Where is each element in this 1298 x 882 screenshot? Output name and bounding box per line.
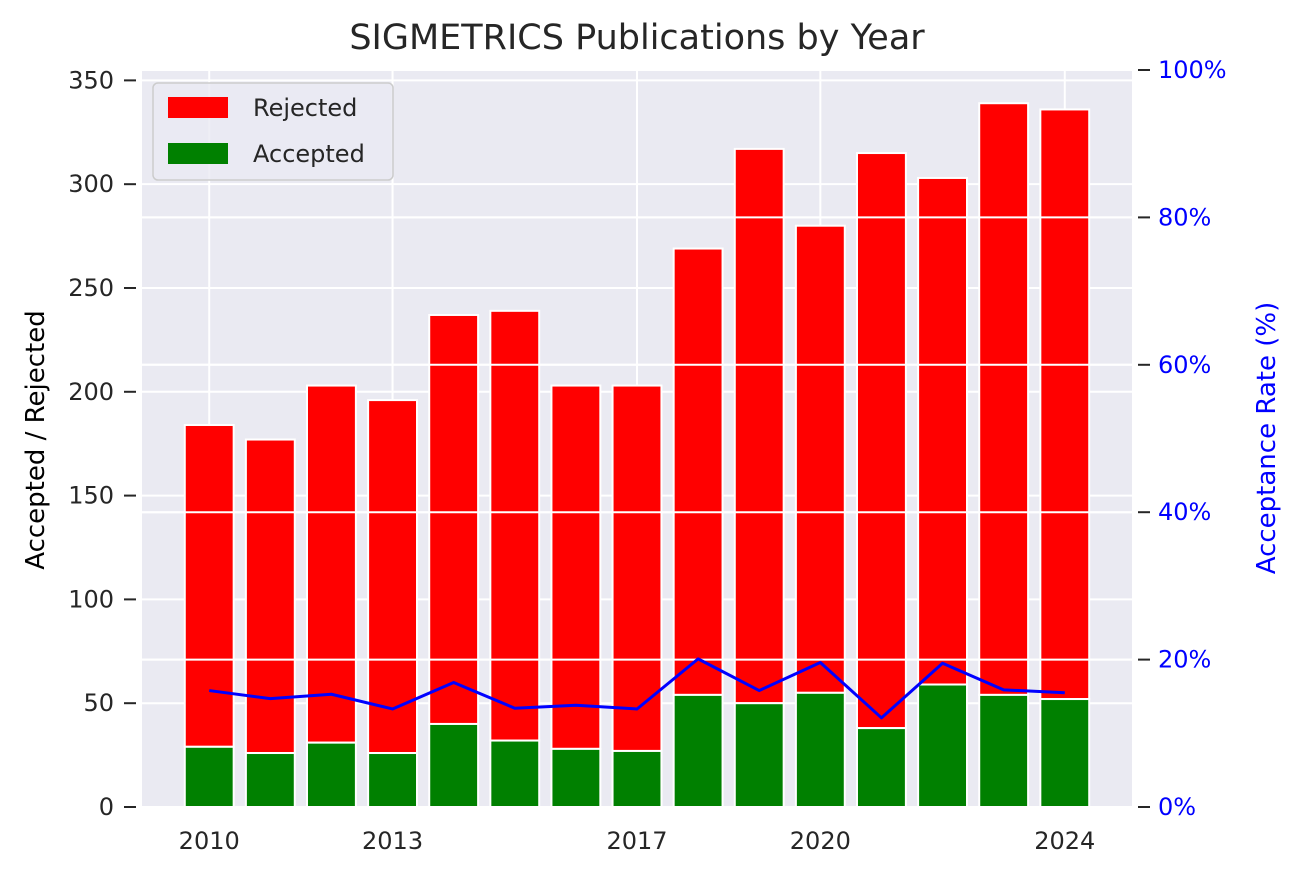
y-tick-label-right: 80% [1158,203,1211,231]
bar-rejected [856,152,907,730]
bar-accepted [611,749,663,808]
bar-rejected [428,313,480,725]
bar-accepted [550,747,602,808]
bar-accepted [428,722,480,809]
bar-rejected [244,438,296,755]
x-tick-label: 2010 [179,827,240,855]
x-tick-label: 2024 [1034,827,1095,855]
bar-rejected [1039,108,1091,701]
y-tick-label-right: 20% [1158,646,1211,674]
plot-area [142,69,1132,809]
bar-accepted [1039,698,1091,808]
y-tick-label-right: 40% [1158,498,1211,526]
bar-rejected [733,147,785,705]
bar-rejected [611,384,663,752]
y-tick-label-right: 60% [1158,351,1211,379]
y-tick-label-right: 100% [1158,56,1227,84]
bar-accepted [489,739,541,809]
bar-accepted [244,752,296,808]
y-tick-label-left: 250 [68,274,114,302]
chart-title: SIGMETRICS Publications by Year [349,18,925,58]
x-tick-label: 2013 [362,827,423,855]
legend-label-rejected: Rejected [253,94,357,122]
legend: Rejected Accepted [152,82,394,181]
y-tick-label-left: 150 [68,482,114,510]
bar-rejected [794,224,846,694]
bar-accepted [917,683,968,809]
x-tick-label: 2020 [790,827,851,855]
bar-rejected [550,384,602,750]
bar-accepted [856,727,907,809]
y-tick-label-left: 0 [99,793,114,821]
y-tick-label-left: 200 [68,378,114,406]
bar-accepted [672,693,724,808]
y-tick-label-right: 0% [1158,793,1196,821]
y-axis-label-right: Acceptance Rate (%) [1252,302,1282,574]
bar-accepted [978,693,1030,808]
bar-accepted [306,741,357,809]
y-tick-label-left: 50 [83,689,114,717]
y-tick-label-left: 300 [68,170,114,198]
bar-accepted [794,691,846,808]
bar-accepted [183,745,235,809]
bar-rejected [978,102,1030,696]
y-tick-label-left: 350 [68,66,114,94]
bar-rejected [183,424,235,748]
legend-swatch-accepted [168,143,228,164]
y-axis-label-left: Accepted / Rejected [21,310,51,570]
x-tick-label: 2017 [606,827,667,855]
legend-swatch-rejected [168,97,228,118]
bar-rejected [489,309,541,742]
bar-accepted [367,752,419,808]
bar-rejected [672,247,724,696]
bar-accepted [733,702,785,809]
bar-rejected [917,176,968,686]
bar-rejected [306,384,357,744]
legend-label-accepted: Accepted [253,140,365,168]
y-tick-label-left: 100 [68,585,114,613]
